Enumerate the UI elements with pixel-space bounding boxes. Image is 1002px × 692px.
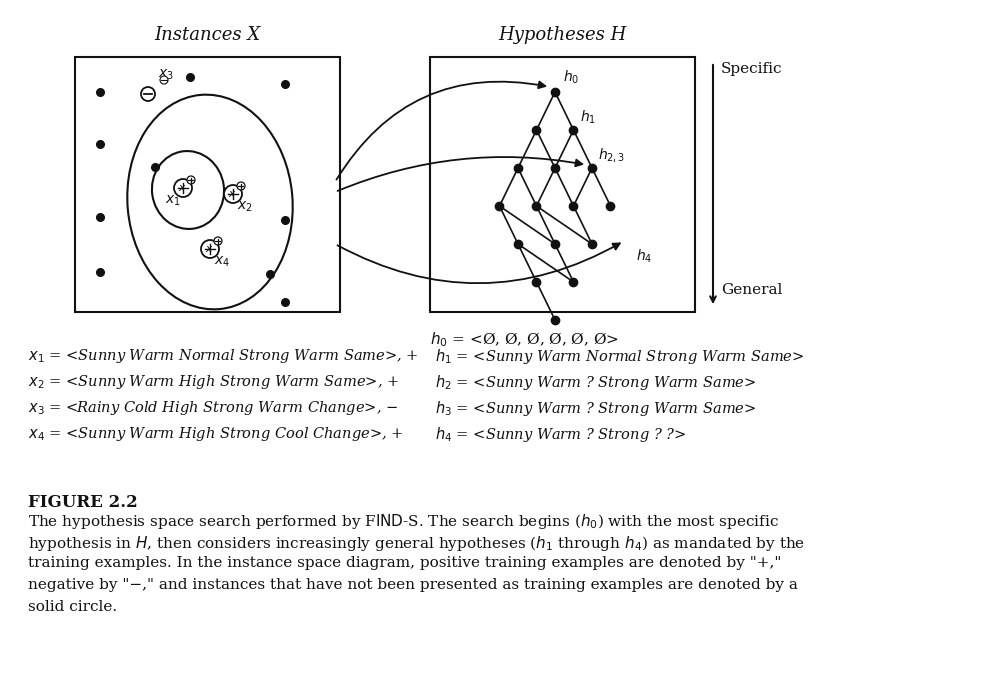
Text: FIGURE 2.2: FIGURE 2.2 (28, 494, 137, 511)
Text: $x_1$ = <Sunny Warm Normal Strong Warm Same>, +: $x_1$ = <Sunny Warm Normal Strong Warm S… (28, 347, 419, 365)
FancyArrowPatch shape (337, 82, 545, 180)
Text: solid circle.: solid circle. (28, 600, 117, 614)
Bar (75, 57, 340, 312)
Bar (430, 57, 695, 312)
Text: negative by "−," and instances that have not been presented as training examples: negative by "−," and instances that have… (28, 578, 798, 592)
Text: $x_2$: $x_2$ (237, 199, 253, 214)
Circle shape (214, 237, 222, 245)
Text: $h_0$: $h_0$ (563, 69, 579, 86)
Text: $x$: $x$ (204, 244, 213, 254)
Text: $h_1$ = <Sunny Warm Normal Strong Warm Same>: $h_1$ = <Sunny Warm Normal Strong Warm S… (435, 347, 805, 366)
Circle shape (224, 185, 242, 203)
Circle shape (160, 76, 168, 84)
Text: $h_0$ = <Ø, Ø, Ø, Ø, Ø, Ø>: $h_0$ = <Ø, Ø, Ø, Ø, Ø, Ø> (430, 330, 619, 349)
Text: Specific: Specific (721, 62, 783, 76)
Circle shape (237, 182, 245, 190)
Text: training examples. In the instance space diagram, positive training examples are: training examples. In the instance space… (28, 556, 782, 570)
Text: $h_2$ = <Sunny Warm ? Strong Warm Same>: $h_2$ = <Sunny Warm ? Strong Warm Same> (435, 373, 757, 392)
Circle shape (201, 240, 219, 258)
Text: $h_1$: $h_1$ (580, 109, 596, 126)
Circle shape (187, 176, 195, 184)
Circle shape (141, 87, 155, 101)
Text: $h_{2,3}$: $h_{2,3}$ (598, 146, 625, 164)
Text: The hypothesis space search performed by F$\mathrm{IND}$-S. The search begins ($: The hypothesis space search performed by… (28, 512, 780, 531)
FancyArrowPatch shape (338, 244, 620, 283)
Circle shape (174, 179, 192, 197)
Text: $x$: $x$ (177, 183, 186, 193)
Text: Hypotheses H: Hypotheses H (498, 26, 626, 44)
FancyArrowPatch shape (338, 157, 582, 191)
Text: $x_2$ = <Sunny Warm High Strong Warm Same>, +: $x_2$ = <Sunny Warm High Strong Warm Sam… (28, 373, 399, 391)
Text: $x_3$ = <Rainy Cold High Strong Warm Change>, −: $x_3$ = <Rainy Cold High Strong Warm Cha… (28, 399, 398, 417)
Text: $x_3$: $x_3$ (158, 68, 174, 82)
Text: $x_1$: $x_1$ (165, 194, 180, 208)
Text: $x$: $x$ (227, 189, 236, 199)
Text: $x_4$ = <Sunny Warm High Strong Cool Change>, +: $x_4$ = <Sunny Warm High Strong Cool Cha… (28, 425, 404, 443)
Text: $h_4$ = <Sunny Warm ? Strong ? ?>: $h_4$ = <Sunny Warm ? Strong ? ?> (435, 425, 686, 444)
Text: General: General (721, 283, 783, 297)
Text: hypothesis in $H$, then considers increasingly general hypotheses ($h_1$ through: hypothesis in $H$, then considers increa… (28, 534, 806, 553)
Text: Instances X: Instances X (154, 26, 261, 44)
Text: $x_4$: $x_4$ (214, 255, 230, 269)
Text: $h_4$: $h_4$ (636, 248, 652, 266)
Text: $h_3$ = <Sunny Warm ? Strong Warm Same>: $h_3$ = <Sunny Warm ? Strong Warm Same> (435, 399, 757, 418)
